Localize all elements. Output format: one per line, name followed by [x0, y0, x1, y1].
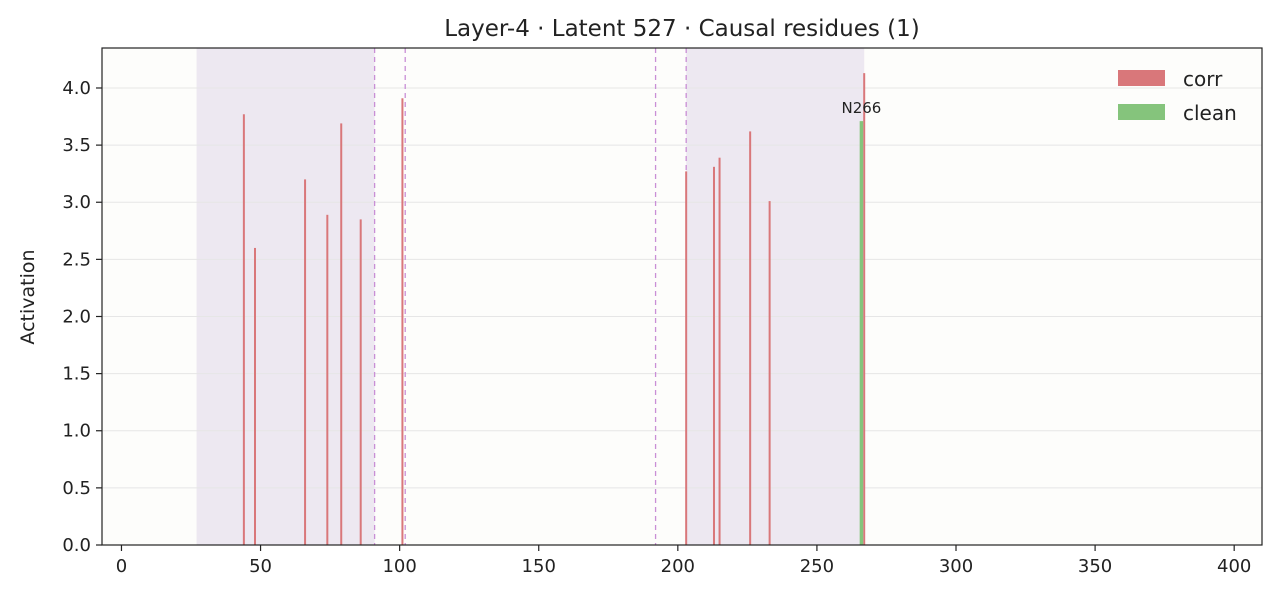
x-tick-label: 250 [800, 556, 834, 577]
bar-corr [712, 166, 715, 545]
bar-corr [326, 214, 329, 545]
y-tick-label: 3.0 [62, 192, 91, 213]
bar-corr [401, 98, 404, 545]
x-axis-ticks: 0 50 100 150 200 250 300 350 400 [116, 545, 1251, 577]
legend-label-corr: corr [1183, 67, 1223, 91]
y-tick-label: 1.5 [62, 364, 91, 385]
bar-corr [340, 123, 343, 546]
annotations: N266 [841, 99, 881, 117]
legend-swatch-clean [1118, 104, 1165, 120]
highlight-regions [196, 48, 865, 545]
highlight-region-1 [196, 48, 375, 545]
x-tick-label: 200 [661, 556, 695, 577]
bar-corr [768, 201, 771, 545]
x-tick-label: 50 [249, 556, 272, 577]
y-tick-label: 2.0 [62, 306, 91, 327]
x-tick-label: 300 [939, 556, 973, 577]
y-tick-label: 1.0 [62, 421, 91, 442]
y-axis-label: Activation [17, 249, 39, 344]
plot-area [102, 48, 1262, 545]
x-tick-label: 0 [116, 556, 127, 577]
x-tick-label: 100 [382, 556, 416, 577]
bar-corr [359, 219, 362, 545]
legend-swatch-corr [1118, 70, 1165, 86]
y-tick-label: 0.0 [62, 535, 91, 556]
bar-annotation: N266 [841, 99, 881, 117]
y-tick-label: 2.5 [62, 249, 91, 270]
bar-corr [863, 73, 866, 546]
bars [242, 73, 866, 546]
bar-corr [253, 247, 256, 545]
chart-title: Layer-4 · Latent 527 · Causal residues (… [444, 16, 920, 42]
bar-corr [749, 131, 752, 545]
x-tick-label: 350 [1078, 556, 1112, 577]
bar-corr [304, 179, 307, 545]
plot-frame [101, 47, 1263, 546]
bar-clean [859, 121, 864, 546]
legend-label-clean: clean [1183, 101, 1237, 125]
bar-corr [242, 114, 245, 546]
y-tick-label: 0.5 [62, 478, 91, 499]
y-tick-label: 4.0 [62, 78, 91, 99]
bar-corr [685, 171, 688, 545]
legend: corr clean [1118, 67, 1237, 125]
y-tick-label: 3.5 [62, 135, 91, 156]
x-tick-label: 150 [522, 556, 556, 577]
x-tick-label: 400 [1217, 556, 1251, 577]
highlight-region-2 [686, 48, 865, 545]
y-axis-ticks: 0.0 0.5 1.0 1.5 2.0 2.5 3.0 3.5 4.0 [62, 78, 102, 556]
bar-corr [718, 157, 721, 546]
